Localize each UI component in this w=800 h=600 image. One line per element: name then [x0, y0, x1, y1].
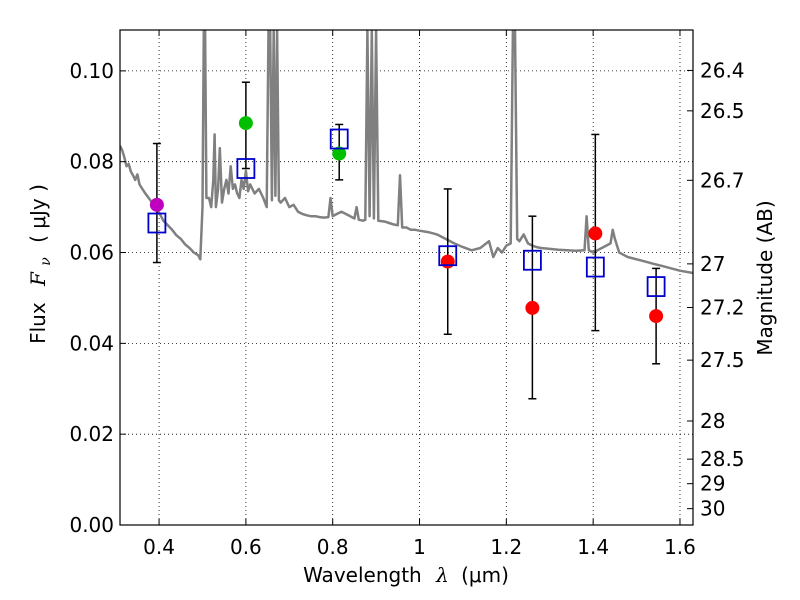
- y2-tick-label: 30: [700, 497, 725, 521]
- x-tick-label: 0.4: [143, 535, 175, 559]
- y2-tick-label: 28.5: [700, 447, 745, 471]
- grid: [120, 30, 693, 525]
- y2-tick-label: 27.2: [700, 295, 745, 319]
- x-tick-label: 0.6: [230, 535, 262, 559]
- y2-tick-label: 26.5: [700, 99, 745, 123]
- axis-ticks: 0.4 0.6 0.8 1 1.2 1.4 1.6 0.00 0.02 0.04 0.06 0.08 0…: [69, 30, 745, 559]
- plot-area: [120, 30, 693, 400]
- y2-tick-label: 26.7: [700, 168, 745, 192]
- y2-tick-label: 29: [700, 472, 725, 496]
- x-axis-label-text: Wavelength: [303, 563, 422, 587]
- axes-frame: [119, 29, 694, 526]
- plot-frame: [119, 29, 694, 526]
- observed-flux-point: [525, 300, 540, 315]
- x-tick-label: 1: [413, 535, 426, 559]
- model-band-square: [522, 249, 542, 271]
- y-axis-label-unit: ( μJy ): [26, 184, 50, 243]
- observed-flux-point: [149, 197, 164, 212]
- observed-flux-point: [238, 116, 253, 131]
- model-band-square: [646, 276, 666, 297]
- model-sed-line: [120, 30, 693, 275]
- y-axis-label-symbol: F: [26, 271, 50, 287]
- observed-flux-point: [649, 309, 664, 324]
- model-band-square: [329, 128, 349, 150]
- observed-flux-point: [588, 226, 603, 241]
- model-band-square: [236, 158, 256, 179]
- x-axis-label-symbol: λ: [435, 563, 449, 587]
- x-axis-label: Wavelength λ (μm): [303, 563, 509, 587]
- y-axis-label: Flux F ν ( μJy ): [26, 184, 55, 344]
- model-band-square: [585, 256, 605, 278]
- x-tick-label: 0.8: [317, 535, 349, 559]
- observed-flux-point: [332, 146, 347, 161]
- y2-tick-label: 26.4: [700, 58, 745, 82]
- y-tick-label: 0.00: [69, 513, 114, 537]
- model-band-square: [147, 212, 167, 234]
- y2-tick-label: 27: [700, 252, 725, 276]
- y-tick-label: 0.04: [69, 331, 114, 355]
- y-tick-label: 0.10: [69, 59, 114, 83]
- observed-flux-point: [440, 254, 455, 269]
- x-tick-label: 1.6: [664, 535, 696, 559]
- y2-tick-label: 28: [700, 409, 725, 433]
- y-tick-label: 0.06: [69, 241, 114, 265]
- y-axis-label-subscript: ν: [38, 257, 54, 266]
- model-band-square: [438, 245, 458, 267]
- y2-axis-label: Magnitude (AB): [753, 200, 777, 355]
- x-axis-label-unit: (μm): [461, 563, 509, 587]
- y-tick-label: 0.02: [69, 422, 114, 446]
- x-tick-label: 1.4: [577, 535, 609, 559]
- x-tick-label: 1.2: [490, 535, 522, 559]
- y-tick-label: 0.08: [69, 150, 114, 174]
- y2-tick-label: 27.5: [700, 348, 745, 372]
- y-axis-label-text: Flux: [26, 302, 50, 344]
